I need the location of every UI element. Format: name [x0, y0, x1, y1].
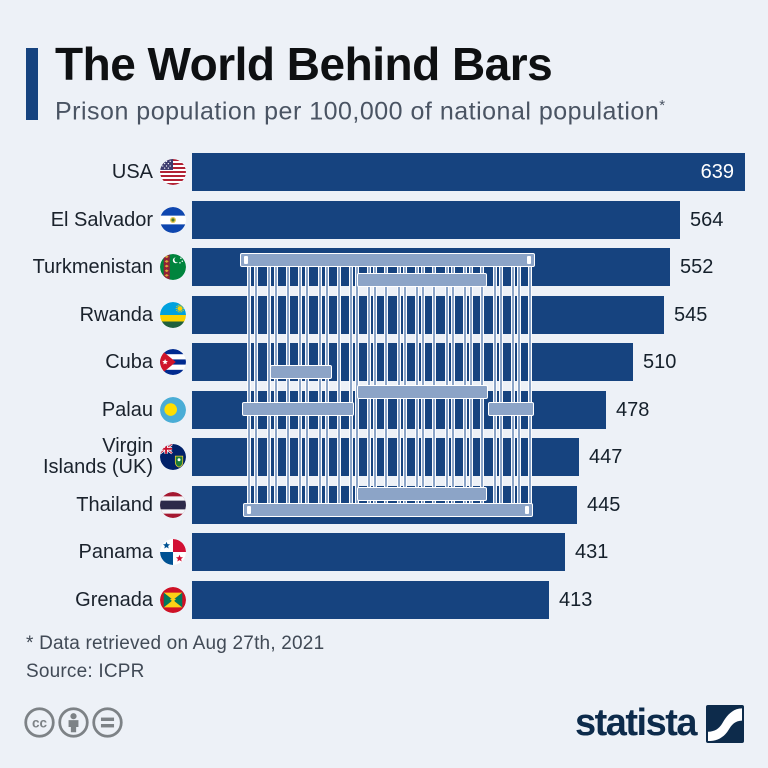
- country-label: Virgin Islands (UK): [42, 435, 153, 478]
- grenada-flag-icon: [160, 587, 186, 613]
- value-label: 447: [589, 446, 623, 468]
- usa-flag-icon: [160, 159, 186, 185]
- chart-row: Rwanda 545: [0, 296, 768, 334]
- value-label: 445: [587, 494, 621, 516]
- source-label: Source: ICPR: [26, 661, 145, 682]
- country-label: Grenada: [75, 588, 153, 611]
- panama-flag-icon: [160, 539, 186, 565]
- value-bar: [192, 438, 579, 476]
- value-bar: [192, 296, 664, 334]
- country-label: USA: [111, 160, 153, 183]
- country-label: Panama: [78, 540, 154, 563]
- value-label: 413: [559, 589, 593, 611]
- chart-row: Grenada 413: [0, 581, 768, 619]
- value-bar: [192, 486, 577, 524]
- cuba-flag-icon: [160, 349, 186, 375]
- country-label: Thailand: [76, 493, 153, 516]
- value-label: 478: [616, 399, 650, 421]
- chart-row: Virgin Islands (UK) 447: [0, 435, 768, 478]
- value-bar: [192, 581, 549, 619]
- value-bar: [192, 533, 565, 571]
- value-label: 545: [674, 304, 708, 326]
- chart-row: El Salvador 564: [0, 201, 768, 239]
- equals-icon[interactable]: [92, 707, 123, 743]
- turkmenistan-flag-icon: [160, 254, 186, 280]
- value-bar: [192, 201, 680, 239]
- value-label: 552: [680, 256, 714, 278]
- country-label: El Salvador: [50, 208, 153, 231]
- chart-row: Cuba 510: [0, 343, 768, 381]
- statista-logo[interactable]: statista: [575, 702, 744, 745]
- value-bar: [192, 391, 606, 429]
- palau-flag-icon: [160, 397, 186, 423]
- chart-row: USA 639: [0, 153, 768, 191]
- value-label: 639: [700, 160, 734, 183]
- chart-row: Palau 478: [0, 391, 768, 429]
- value-bar: [192, 248, 670, 286]
- chart-row: Panama 431: [0, 533, 768, 571]
- rwanda-flag-icon: [160, 302, 186, 328]
- value-bar: [192, 343, 633, 381]
- el-salvador-flag-icon: [160, 207, 186, 233]
- svg-text:cc: cc: [32, 715, 48, 730]
- country-label: Rwanda: [79, 303, 153, 326]
- cc-icon[interactable]: cc: [24, 707, 55, 743]
- page-subtitle: Prison population per 100,000 of nationa…: [55, 97, 666, 126]
- thailand-flag-icon: [160, 492, 186, 518]
- chart-row: Turkmenistan 552: [0, 248, 768, 286]
- page-title: The World Behind Bars: [55, 38, 553, 90]
- country-label: Palau: [101, 398, 153, 421]
- license-icons: cc: [24, 707, 123, 743]
- value-bar: 639: [192, 153, 745, 191]
- footnote: * Data retrieved on Aug 27th, 2021: [26, 633, 325, 654]
- country-label: Turkmenistan: [32, 255, 153, 278]
- value-label: 431: [575, 541, 609, 563]
- value-label: 510: [643, 351, 677, 373]
- value-label: 564: [690, 209, 724, 231]
- attribution-person-icon[interactable]: [58, 707, 89, 743]
- title-accent-bar: [26, 48, 38, 120]
- statista-wordmark: statista: [574, 702, 698, 744]
- virgin-islands-uk-flag-icon: [160, 444, 186, 470]
- chart-row: Thailand 445: [0, 486, 768, 524]
- country-label: Cuba: [105, 350, 153, 373]
- statista-logo-icon: [706, 704, 744, 743]
